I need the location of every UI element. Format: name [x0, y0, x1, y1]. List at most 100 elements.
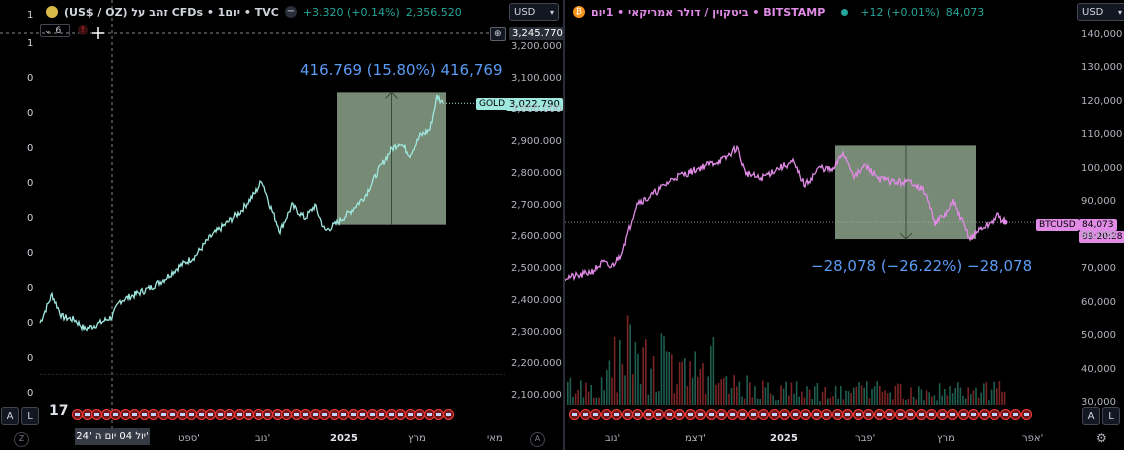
- log-scale-button[interactable]: L: [1102, 407, 1120, 425]
- volume-bar: [606, 370, 608, 405]
- gold-chart-pane[interactable]: (US$ / OZ) זהב על CFDs • 1יום • TVC − +3…: [0, 0, 563, 450]
- economic-event-icon[interactable]: [705, 409, 717, 420]
- tradingview-logo-icon[interactable]: 17: [49, 403, 69, 419]
- economic-event-icon[interactable]: [905, 409, 916, 420]
- alert-dot-icon[interactable]: !: [78, 25, 88, 35]
- economic-event-icon[interactable]: [590, 409, 601, 420]
- economic-event-icon[interactable]: [737, 409, 748, 420]
- economic-event-icon[interactable]: [653, 409, 664, 420]
- gold-x-tick: מאי: [487, 433, 503, 444]
- economic-event-icon[interactable]: [663, 409, 675, 420]
- volume-bar: [780, 385, 782, 405]
- log-scale-button[interactable]: L: [21, 407, 39, 425]
- economic-event-icon[interactable]: [852, 409, 864, 420]
- economic-event-icon[interactable]: [768, 409, 780, 420]
- economic-event-icon[interactable]: [674, 409, 685, 420]
- economic-event-icon[interactable]: [831, 409, 843, 420]
- gold-currency-select[interactable]: USD ▾: [509, 3, 559, 21]
- volume-bar: [593, 397, 595, 405]
- volume-bar: [577, 389, 579, 405]
- economic-event-icon[interactable]: [884, 409, 895, 420]
- btc-currency-select[interactable]: USD ▾: [1077, 3, 1124, 21]
- auto-scale-button[interactable]: A: [1082, 407, 1100, 425]
- economic-event-icon[interactable]: [789, 409, 801, 420]
- economic-event-icon[interactable]: [915, 409, 927, 420]
- volume-bar: [834, 386, 837, 405]
- volume-bar: [998, 381, 1001, 405]
- economic-event-icon[interactable]: [821, 409, 832, 420]
- economic-event-icon[interactable]: [978, 409, 990, 420]
- economic-event-icon[interactable]: [695, 409, 706, 420]
- economic-event-icon[interactable]: [1020, 409, 1032, 420]
- economic-event-icon[interactable]: [569, 409, 580, 420]
- economic-event-icon[interactable]: [747, 409, 759, 420]
- economic-event-icon[interactable]: [579, 409, 591, 420]
- crosshair-add-icon[interactable]: ⊕: [490, 27, 506, 41]
- pane-divider[interactable]: [563, 0, 565, 450]
- btc-symbol-title[interactable]: ביטקוין / דולר אמריקאי • 1יום • BITSTAMP: [591, 5, 826, 19]
- btc-y-tick: 60,000: [1081, 296, 1116, 308]
- volume-bar: [751, 397, 754, 405]
- volume-bar: [980, 392, 982, 405]
- economic-event-icon[interactable]: [999, 409, 1011, 420]
- economic-event-icon[interactable]: [989, 409, 1000, 420]
- gold-y-tick: 2,400.000: [511, 294, 562, 306]
- volume-bar: [567, 381, 569, 405]
- economic-event-icon[interactable]: [957, 409, 969, 420]
- volume-bar: [772, 395, 774, 405]
- gold-chart-canvas[interactable]: [0, 0, 563, 450]
- expand-icon[interactable]: A: [530, 432, 545, 447]
- volume-bar: [801, 391, 803, 405]
- gold-x-crosshair-label: 24' יול 04 יום ה': [75, 428, 150, 445]
- bitcoin-icon: ₿: [573, 6, 585, 18]
- btc-chart-pane[interactable]: ₿ ביטקוין / דולר אמריקאי • 1יום • BITSTA…: [565, 0, 1124, 450]
- timezone-button[interactable]: Z: [14, 432, 29, 447]
- volume-bar: [621, 363, 624, 405]
- volume-bar: [668, 351, 670, 405]
- volume-bar: [988, 400, 990, 405]
- economic-event-icon[interactable]: [926, 409, 937, 420]
- gold-symbol-title[interactable]: (US$ / OZ) זהב על CFDs • 1יום • TVC: [64, 5, 279, 19]
- volume-bar: [946, 395, 949, 405]
- volume-bar: [858, 382, 860, 405]
- btc-chart-canvas[interactable]: [565, 0, 1124, 450]
- economic-event-icon[interactable]: [642, 409, 654, 420]
- economic-event-icon[interactable]: [1010, 409, 1021, 420]
- economic-event-icon[interactable]: [968, 409, 979, 420]
- economic-event-icon[interactable]: [621, 409, 633, 420]
- economic-event-icon[interactable]: [936, 409, 948, 420]
- volume-bar: [660, 333, 663, 405]
- economic-event-icon[interactable]: [810, 409, 822, 420]
- btc-last-time: 09:20:28: [1079, 231, 1124, 243]
- economic-event-icon[interactable]: [842, 409, 853, 420]
- economic-event-icon[interactable]: [684, 409, 696, 420]
- indicator-count: 6: [55, 25, 62, 36]
- volume-bar: [873, 386, 876, 405]
- economic-event-icon[interactable]: [600, 409, 612, 420]
- economic-event-icon[interactable]: [632, 409, 643, 420]
- economic-event-icon[interactable]: [873, 409, 885, 420]
- gold-price-line: [39, 94, 444, 332]
- gold-y-tick: 2,200.000: [511, 358, 562, 370]
- economic-event-icon[interactable]: [863, 409, 874, 420]
- economic-event-icon[interactable]: [726, 409, 738, 420]
- economic-event-icon[interactable]: [758, 409, 769, 420]
- economic-event-icon[interactable]: [779, 409, 790, 420]
- indicator-toggle[interactable]: ⌄ 6: [40, 24, 70, 37]
- volume-bar: [658, 391, 660, 405]
- left-number: 0: [27, 283, 34, 294]
- auto-scale-button[interactable]: A: [1, 407, 19, 425]
- settings-gear-icon[interactable]: ⚙: [1096, 431, 1107, 445]
- economic-event-icon[interactable]: [442, 409, 454, 420]
- volume-bar: [884, 390, 886, 405]
- economic-event-icon[interactable]: [716, 409, 727, 420]
- economic-event-icon[interactable]: [894, 409, 906, 420]
- minus-icon[interactable]: −: [284, 6, 297, 18]
- economic-event-icon[interactable]: [611, 409, 622, 420]
- gold-y-tick: 3,100.000: [511, 72, 562, 84]
- economic-event-icon[interactable]: [947, 409, 958, 420]
- volume-bar: [723, 377, 725, 405]
- economic-event-icon[interactable]: [800, 409, 811, 420]
- volume-bar: [803, 397, 806, 405]
- volume-bar: [647, 394, 650, 405]
